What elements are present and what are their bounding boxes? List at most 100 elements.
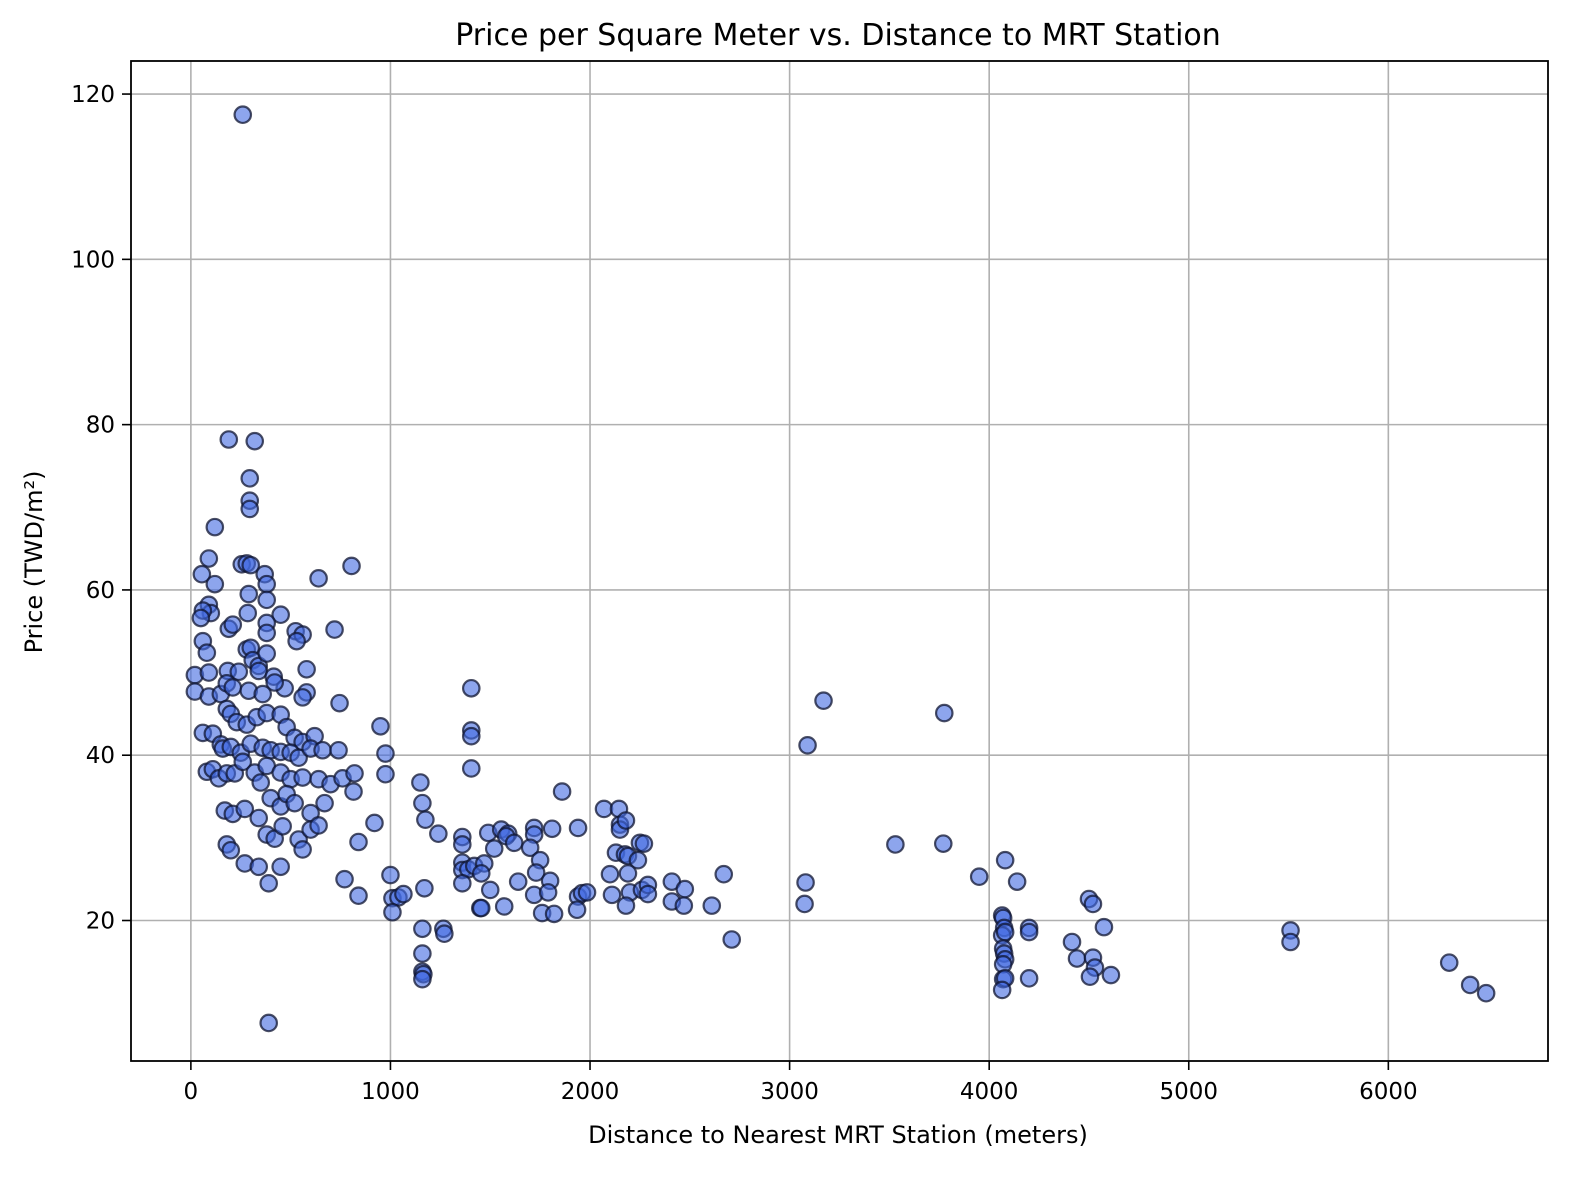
y-tick-label: 40 [86, 743, 115, 769]
data-point [1080, 967, 1100, 987]
data-point [520, 838, 540, 858]
data-point [245, 431, 265, 451]
x-tick-label: 4000 [960, 1079, 1019, 1105]
data-point [616, 896, 636, 915]
y-axis-label: Price (TWD/m²) [20, 471, 48, 654]
x-tick-label: 6000 [1359, 1079, 1418, 1105]
plot-frame [130, 60, 1549, 1062]
data-point [394, 884, 413, 904]
data-point [542, 819, 562, 839]
data-point [413, 793, 432, 813]
data-point [371, 716, 390, 736]
data-point [484, 839, 504, 858]
data-point [233, 105, 253, 125]
data-point [411, 773, 430, 792]
data-point [241, 555, 261, 575]
data-point [600, 864, 620, 884]
data-point [289, 748, 308, 767]
data-point [325, 620, 344, 639]
x-tick-label: 0 [184, 1079, 199, 1105]
y-tick-label: 120 [71, 82, 115, 108]
data-point [538, 883, 558, 902]
data-point [313, 740, 332, 760]
data-point [297, 659, 316, 679]
data-point [814, 691, 833, 710]
data-point [471, 864, 491, 883]
data-point [1062, 932, 1082, 952]
data-point [1067, 949, 1087, 968]
data-point [265, 673, 284, 692]
data-point [1281, 932, 1300, 952]
data-point [413, 944, 432, 963]
data-point [638, 884, 658, 904]
data-point [309, 816, 328, 835]
chart-title: Price per Square Meter vs. Distance to M… [455, 18, 1221, 53]
data-point [383, 902, 402, 922]
data-point [480, 880, 500, 900]
data-point [376, 764, 395, 784]
data-point [240, 499, 260, 519]
x-axis-label: Distance to Nearest MRT Station (meters) [588, 1121, 1088, 1149]
data-point [702, 896, 722, 915]
y-tick-label: 20 [86, 909, 115, 935]
data-point [349, 832, 368, 852]
x-axis-ticks: 0 1000 2000 3000 4000 5000 6000 [184, 1061, 1418, 1105]
data-point [1007, 872, 1027, 891]
y-tick-label: 60 [86, 578, 115, 604]
data-point [886, 835, 905, 854]
data-point [461, 678, 481, 698]
data-point [205, 574, 225, 594]
data-point [1439, 953, 1459, 972]
data-point [287, 631, 306, 651]
data-point [796, 873, 815, 892]
data-point [714, 864, 734, 884]
data-point [293, 768, 312, 787]
data-point [257, 644, 277, 663]
grid-lines [131, 61, 1548, 1061]
data-point [271, 857, 290, 877]
data-point [223, 678, 243, 697]
data-point [342, 556, 361, 576]
data-point [221, 840, 241, 860]
data-point [504, 833, 524, 853]
data-point [349, 886, 368, 906]
data-point [239, 584, 259, 604]
data-point [618, 864, 638, 883]
data-point [233, 752, 253, 772]
data-point [577, 883, 597, 902]
data-point [192, 564, 212, 584]
data-point [205, 517, 225, 537]
data-point [1460, 975, 1480, 995]
data-point [344, 782, 363, 801]
data-point [257, 623, 277, 643]
data-point [197, 643, 217, 663]
data-point [273, 816, 292, 836]
data-point [335, 869, 354, 889]
data-point [309, 569, 328, 588]
data-point [544, 904, 564, 924]
data-point [315, 793, 334, 813]
data-point [240, 469, 260, 488]
data-point [219, 430, 239, 449]
data-point [435, 924, 454, 944]
data-point [461, 759, 481, 778]
data-point [602, 885, 622, 905]
data-point [934, 703, 954, 723]
data-point [376, 744, 395, 763]
data-point [568, 818, 588, 838]
data-point [257, 574, 277, 594]
data-point [567, 900, 587, 920]
data-point [293, 688, 312, 707]
data-point [249, 857, 269, 877]
data-points [185, 105, 1496, 1033]
x-tick-label: 5000 [1159, 1079, 1218, 1105]
y-axis-ticks: 20 40 60 80 100 120 [71, 82, 131, 935]
data-point [199, 663, 219, 682]
data-point [494, 897, 514, 916]
data-point [329, 740, 348, 760]
data-point [674, 896, 694, 915]
data-point [1476, 983, 1496, 1003]
data-point [1094, 917, 1114, 937]
data-point [413, 969, 432, 989]
data-point [330, 693, 349, 713]
